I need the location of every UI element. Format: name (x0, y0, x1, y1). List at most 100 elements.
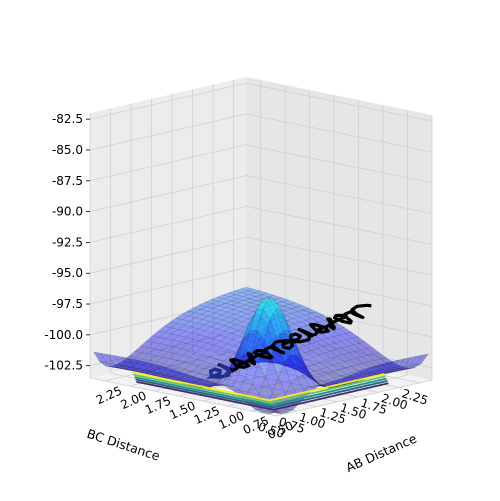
surface-patch (182, 315, 197, 322)
surface-patch (268, 297, 283, 312)
surface-patch (149, 355, 164, 363)
surface-patch (120, 365, 134, 372)
surface-patch (191, 328, 206, 335)
surface-patch (277, 333, 291, 341)
surface-patch (253, 314, 267, 340)
surface-patch (330, 356, 345, 364)
surface-patch (288, 363, 303, 370)
surface-patch (190, 359, 205, 367)
surface-patch (327, 336, 342, 344)
surface-patch (379, 357, 394, 364)
surface-patch (177, 362, 192, 370)
surface-patch (286, 318, 301, 324)
surface-patch (246, 332, 260, 353)
surface-patch (322, 344, 337, 352)
surface-patch (293, 341, 307, 369)
surface-patch (308, 376, 323, 387)
surface-patch (183, 357, 198, 365)
z-tick-label: -82.5 (52, 112, 83, 126)
surface-patch (219, 336, 234, 344)
surface-patch (179, 374, 194, 381)
surface-patch (200, 380, 215, 385)
wall-grid-z (89, 175, 247, 212)
surface-patch (294, 340, 308, 370)
surface-patch (255, 323, 270, 330)
surface-patch (251, 304, 266, 310)
surface-patch (128, 357, 142, 370)
contour-line (132, 371, 385, 402)
surface-patch (350, 364, 365, 371)
surface-patch (360, 348, 374, 356)
surface-patch (191, 366, 206, 374)
surface-patch (368, 360, 383, 367)
surface-patch (300, 325, 315, 332)
surface-patch (351, 370, 366, 376)
surface-patch (204, 326, 219, 333)
surface-patch (361, 355, 376, 362)
surface-patch (231, 302, 246, 308)
surface-patch (326, 364, 340, 373)
surface-patch (110, 364, 125, 368)
surface-patch (171, 366, 186, 374)
surface-patch (172, 372, 187, 379)
surface-patch (281, 310, 295, 341)
wall-grid-z (245, 144, 433, 184)
wall-grid-z (89, 236, 247, 274)
surface-patch (114, 355, 128, 367)
surface-patch (198, 377, 213, 387)
surface-patch (213, 309, 228, 316)
surface-patch (121, 356, 135, 369)
surface-patch (291, 311, 306, 317)
surface-patch (285, 313, 300, 319)
surface-patch (302, 372, 317, 378)
surface-patch (266, 314, 280, 340)
surface-patch (179, 337, 194, 344)
surface-patch (226, 339, 241, 347)
surface-patch (284, 308, 299, 314)
contour-line (133, 373, 386, 404)
surface-patch (379, 360, 394, 373)
surface-patch (193, 379, 208, 385)
surface-patch (244, 302, 259, 308)
surface-patch (200, 342, 215, 351)
surface-patch (261, 321, 276, 328)
surface-patch (315, 375, 330, 382)
surface-patch (209, 317, 224, 324)
surface-patch (299, 358, 313, 379)
surface-patch (155, 350, 170, 358)
trajectory-path (209, 303, 372, 379)
surface-patch (396, 365, 410, 372)
surface-patch (264, 332, 278, 340)
surface-patch (235, 292, 250, 297)
surface-patch (210, 323, 225, 330)
surface-patch (170, 368, 184, 382)
surface-patch (292, 316, 307, 323)
surface-patch (266, 314, 281, 320)
surface-patch (122, 356, 137, 363)
surface-patch (244, 329, 259, 336)
surface-patch (210, 358, 224, 367)
surface-patch (138, 369, 153, 374)
surface-patch (165, 333, 180, 341)
surface-patch (310, 348, 325, 356)
surface-patch (148, 370, 162, 378)
z-tick-label: -85.0 (52, 143, 83, 157)
surface-patch (355, 356, 370, 364)
surface-patch (274, 355, 289, 363)
surface-patch (250, 326, 264, 333)
surface-patch (313, 361, 327, 370)
surface-patch (321, 373, 336, 381)
surface-patch (262, 326, 277, 334)
surface-patch (334, 375, 349, 382)
surface-patch (238, 304, 253, 310)
surface-patch (225, 333, 240, 340)
surface-patch (273, 317, 288, 323)
surface-patch (246, 341, 261, 349)
surface-patch (100, 352, 114, 365)
surface-patch (230, 324, 245, 331)
surface-patch (146, 335, 160, 343)
surface-patch (183, 321, 198, 328)
surface-patch (136, 358, 151, 366)
surface-patch (169, 317, 184, 324)
